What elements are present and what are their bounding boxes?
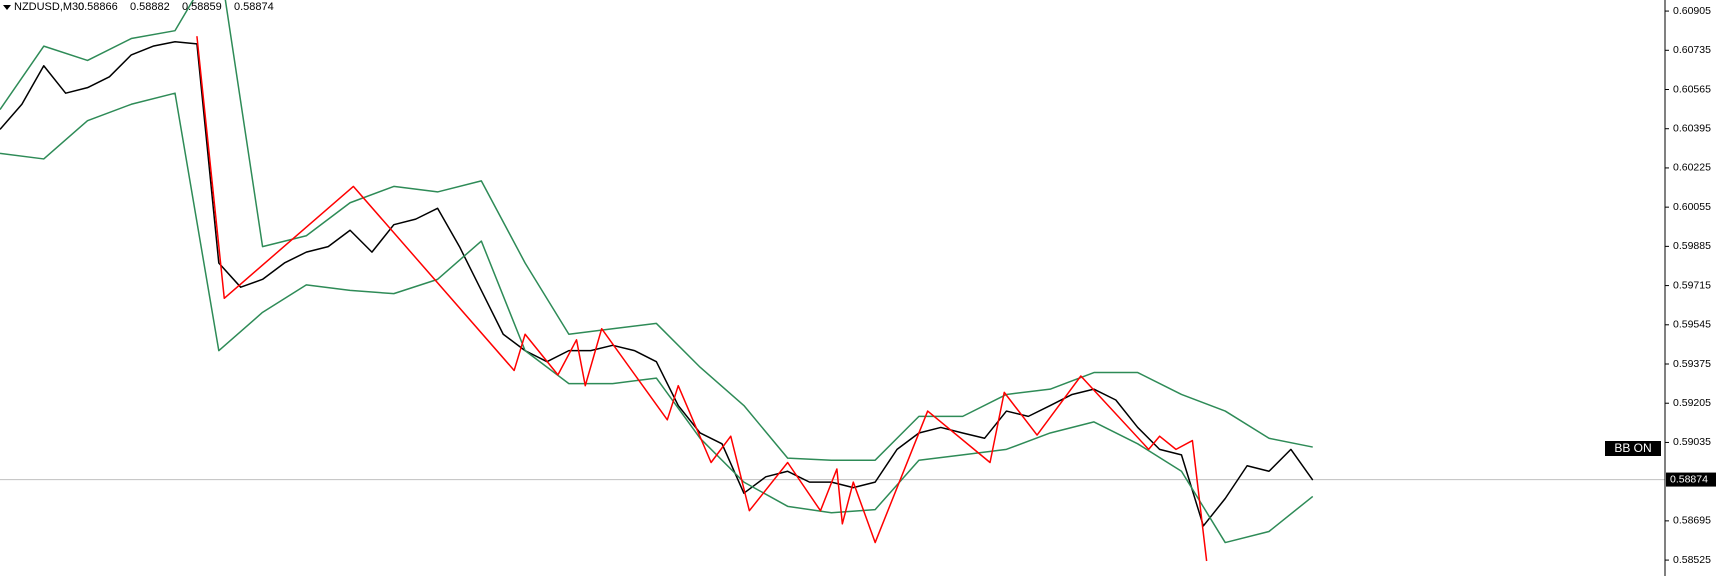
- current-price-label: 0.58874: [1670, 473, 1708, 485]
- button-label[interactable]: BB ON: [1614, 441, 1651, 455]
- y-tick-label: 0.58525: [1673, 554, 1711, 566]
- y-tick-label: 0.59885: [1673, 240, 1711, 252]
- y-tick-label: 0.60055: [1673, 201, 1711, 213]
- series-line: [0, 41, 1314, 527]
- bb-toggle-button[interactable]: BB ON: [1605, 441, 1661, 456]
- y-tick-label: 0.60395: [1673, 122, 1711, 134]
- y-tick-label: 0.59035: [1673, 436, 1711, 448]
- series-line: [0, 0, 1313, 461]
- button-bg[interactable]: [1605, 441, 1661, 456]
- y-tick-label: 0.60225: [1673, 162, 1711, 174]
- y-tick-label: 0.59205: [1673, 397, 1711, 409]
- y-tick-label: 0.60905: [1673, 5, 1711, 17]
- y-tick-label: 0.59715: [1673, 279, 1711, 291]
- y-tick-label: 0.59545: [1673, 319, 1711, 331]
- y-tick-label: 0.60565: [1673, 83, 1711, 95]
- quote-value: 0.58882: [130, 1, 170, 13]
- current-price-box: [1666, 472, 1716, 487]
- quote: 0.58866 0.58882 0.58859 0.58874: [78, 1, 274, 13]
- y-tick-label: 0.59375: [1673, 358, 1711, 370]
- series-line: [196, 36, 1208, 562]
- quote-value: 0.58866: [78, 1, 118, 13]
- plot-area: [0, 0, 1665, 562]
- price-axis: 0.60905 0.60735 0.60565 0.60395 0.60225 0.600…: [1665, 5, 1716, 566]
- series-line: [0, 92, 1314, 544]
- y-tick-label: 0.58695: [1673, 515, 1711, 527]
- y-tick-label: 0.60735: [1673, 44, 1711, 56]
- quote-value: 0.58859: [182, 1, 222, 13]
- menu-arrow[interactable]: [3, 5, 11, 10]
- quote-value: 0.58874: [234, 1, 274, 13]
- symbol-label: NZDUSD,M30: [14, 1, 84, 13]
